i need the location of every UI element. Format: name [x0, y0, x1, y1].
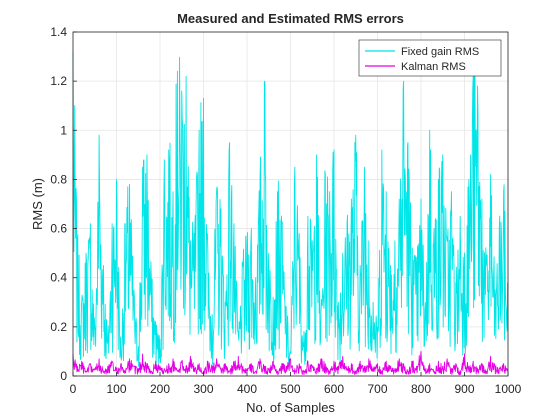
y-tick-label: 1.2 — [50, 74, 67, 88]
x-tick-label: 200 — [150, 382, 170, 396]
x-axis-label: No. of Samples — [246, 400, 335, 415]
legend: Fixed gain RMS Kalman RMS — [358, 39, 502, 77]
x-tick-label: 0 — [70, 382, 77, 396]
y-axis-label: RMS (m) — [30, 178, 45, 230]
x-tick-label: 600 — [324, 382, 344, 396]
x-tick-label: 1000 — [495, 382, 522, 396]
legend-label: Fixed gain RMS — [401, 46, 479, 58]
chart-title: Measured and Estimated RMS errors — [177, 11, 404, 26]
y-tick-label: 1 — [60, 123, 67, 137]
y-tick-label: 0.8 — [50, 172, 67, 186]
y-tick-label: 0.6 — [50, 222, 67, 236]
x-tick-label: 500 — [280, 382, 300, 396]
x-tick-label: 800 — [411, 382, 431, 396]
kalman-rms-line — [72, 350, 509, 376]
series-layer — [72, 51, 509, 376]
y-tick-label: 1.4 — [50, 25, 67, 39]
y-tick-label: 0 — [60, 369, 67, 383]
fixed-gain-rms-line — [72, 51, 509, 368]
y-tick-label: 0.4 — [50, 271, 67, 285]
x-tick-label: 100 — [106, 382, 126, 396]
legend-label: Kalman RMS — [401, 61, 466, 73]
x-tick-label: 300 — [193, 382, 213, 396]
x-tick-label: 900 — [454, 382, 474, 396]
y-tick-label: 0.2 — [50, 320, 67, 334]
legend-box — [358, 39, 502, 77]
x-tick-label: 400 — [237, 382, 257, 396]
axis-ticks: 0 100 200 300 400 500 600 700 800 900 1000 0 0.2 0.4 0… — [50, 25, 521, 396]
x-tick-label: 700 — [367, 382, 387, 396]
